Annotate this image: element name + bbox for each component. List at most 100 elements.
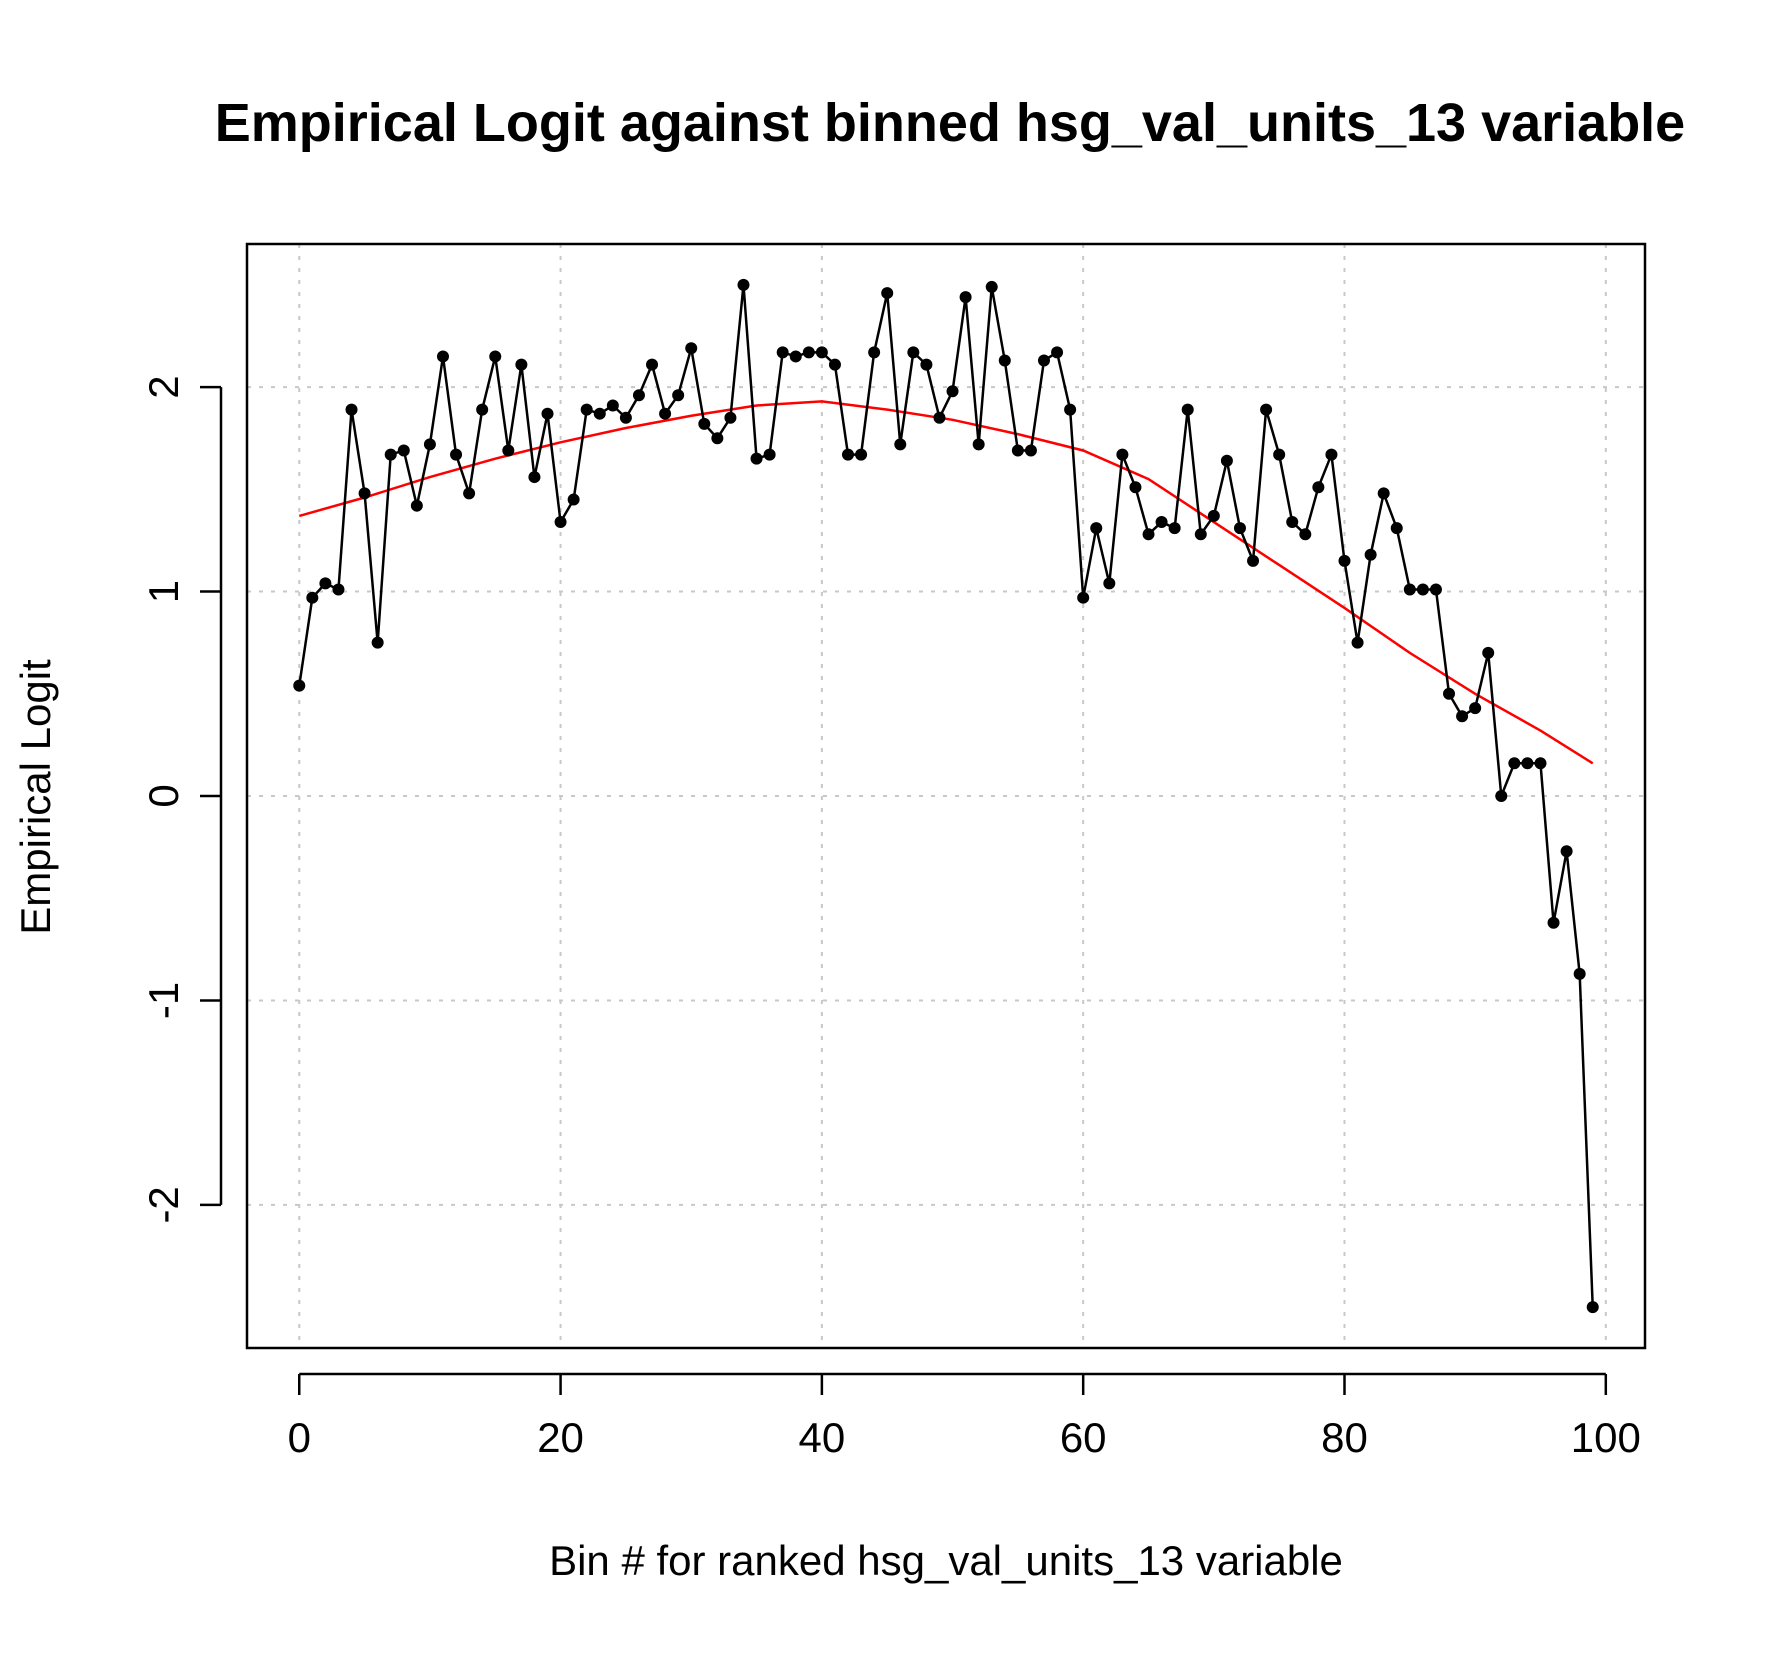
- data-point: [450, 448, 463, 461]
- data-point: [985, 280, 998, 293]
- data-point: [802, 346, 815, 359]
- y-tick-label: 1: [140, 580, 187, 603]
- x-tick-label: 60: [1060, 1414, 1107, 1461]
- data-point: [907, 346, 920, 359]
- data-point: [868, 346, 881, 359]
- data-point: [920, 358, 933, 371]
- y-tick-label: 2: [140, 375, 187, 398]
- data-point: [685, 342, 698, 355]
- data-point: [737, 278, 750, 291]
- data-point: [789, 350, 802, 363]
- data-point: [489, 350, 502, 363]
- data-point: [828, 358, 841, 371]
- data-point: [1233, 522, 1246, 535]
- data-point: [776, 346, 789, 359]
- data-point: [358, 487, 371, 500]
- data-point: [646, 358, 659, 371]
- data-point: [1390, 522, 1403, 535]
- data-point: [1064, 403, 1077, 416]
- data-point: [972, 438, 985, 451]
- data-point: [1338, 554, 1351, 567]
- data-point: [1469, 702, 1482, 715]
- x-tick-label: 80: [1321, 1414, 1368, 1461]
- x-axis-label: Bin # for ranked hsg_val_units_13 variab…: [549, 1537, 1343, 1584]
- data-point: [1220, 454, 1233, 467]
- data-point: [1116, 448, 1129, 461]
- data-point: [1077, 591, 1090, 604]
- data-point: [1495, 790, 1508, 802]
- data-point: [1416, 583, 1429, 596]
- data-point: [855, 448, 868, 461]
- x-tick-label: 0: [288, 1414, 311, 1461]
- data-point: [632, 389, 645, 402]
- data-point: [1155, 516, 1168, 529]
- data-point: [1286, 516, 1299, 529]
- x-tick-label: 40: [799, 1414, 846, 1461]
- data-point: [959, 291, 972, 304]
- data-point: [1299, 528, 1312, 541]
- data-point: [998, 354, 1011, 367]
- data-point: [750, 452, 763, 465]
- data-point: [528, 471, 541, 484]
- data-point: [1142, 528, 1155, 541]
- data-point: [1181, 403, 1194, 416]
- y-tick-label: -1: [140, 982, 187, 1019]
- data-point: [397, 444, 410, 457]
- data-point: [763, 448, 776, 461]
- data-point: [515, 358, 528, 371]
- y-tick-label: -2: [140, 1186, 187, 1223]
- data-point: [711, 432, 724, 445]
- data-point: [724, 411, 737, 424]
- data-point: [410, 499, 423, 512]
- data-point: [698, 417, 711, 430]
- plot-frame: [245, 242, 1647, 1350]
- smooth-fit-line: [298, 400, 1594, 765]
- data-point: [371, 636, 384, 649]
- data-point: [554, 516, 567, 529]
- data-point: [1482, 646, 1495, 659]
- data-point: [1024, 444, 1037, 457]
- data-point: [476, 403, 489, 416]
- data-point: [580, 403, 593, 416]
- empirical-logit-line: [298, 284, 1594, 1308]
- data-point: [619, 411, 632, 424]
- data-point: [502, 444, 515, 457]
- data-point: [946, 385, 959, 398]
- data-point: [1547, 916, 1560, 929]
- data-point: [541, 407, 554, 420]
- data-point: [1037, 354, 1050, 367]
- x-tick-label: 20: [537, 1414, 584, 1461]
- data-point: [1325, 448, 1338, 461]
- data-point: [894, 438, 907, 451]
- data-point: [1260, 403, 1273, 416]
- y-tick-label: 0: [140, 784, 187, 807]
- data-point: [1011, 444, 1024, 457]
- data-point: [306, 591, 319, 604]
- smooth-fit-series: [298, 400, 1594, 765]
- empirical-logit-series: [293, 278, 1599, 1314]
- data-point: [1129, 481, 1142, 494]
- data-point: [1247, 554, 1260, 567]
- data-point: [384, 448, 397, 461]
- data-point: [293, 679, 306, 692]
- y-axis: -2 -1 0 1 2: [140, 375, 223, 1224]
- data-point: [463, 487, 476, 500]
- data-point: [1051, 346, 1064, 359]
- data-point: [567, 493, 580, 506]
- data-point: [1560, 845, 1573, 858]
- data-point: [1351, 636, 1364, 649]
- data-point: [1168, 522, 1181, 535]
- data-point: [1403, 583, 1416, 596]
- data-point: [423, 438, 436, 451]
- data-point: [332, 583, 345, 596]
- data-point: [1312, 481, 1325, 494]
- data-point: [1521, 757, 1534, 770]
- data-point: [593, 407, 606, 420]
- chart-title: Empirical Logit against binned hsg_val_u…: [215, 93, 1685, 153]
- data-point: [1586, 1301, 1599, 1314]
- data-point: [1103, 577, 1116, 590]
- y-axis-label: Empirical Logit: [12, 659, 59, 935]
- data-point: [1456, 710, 1469, 723]
